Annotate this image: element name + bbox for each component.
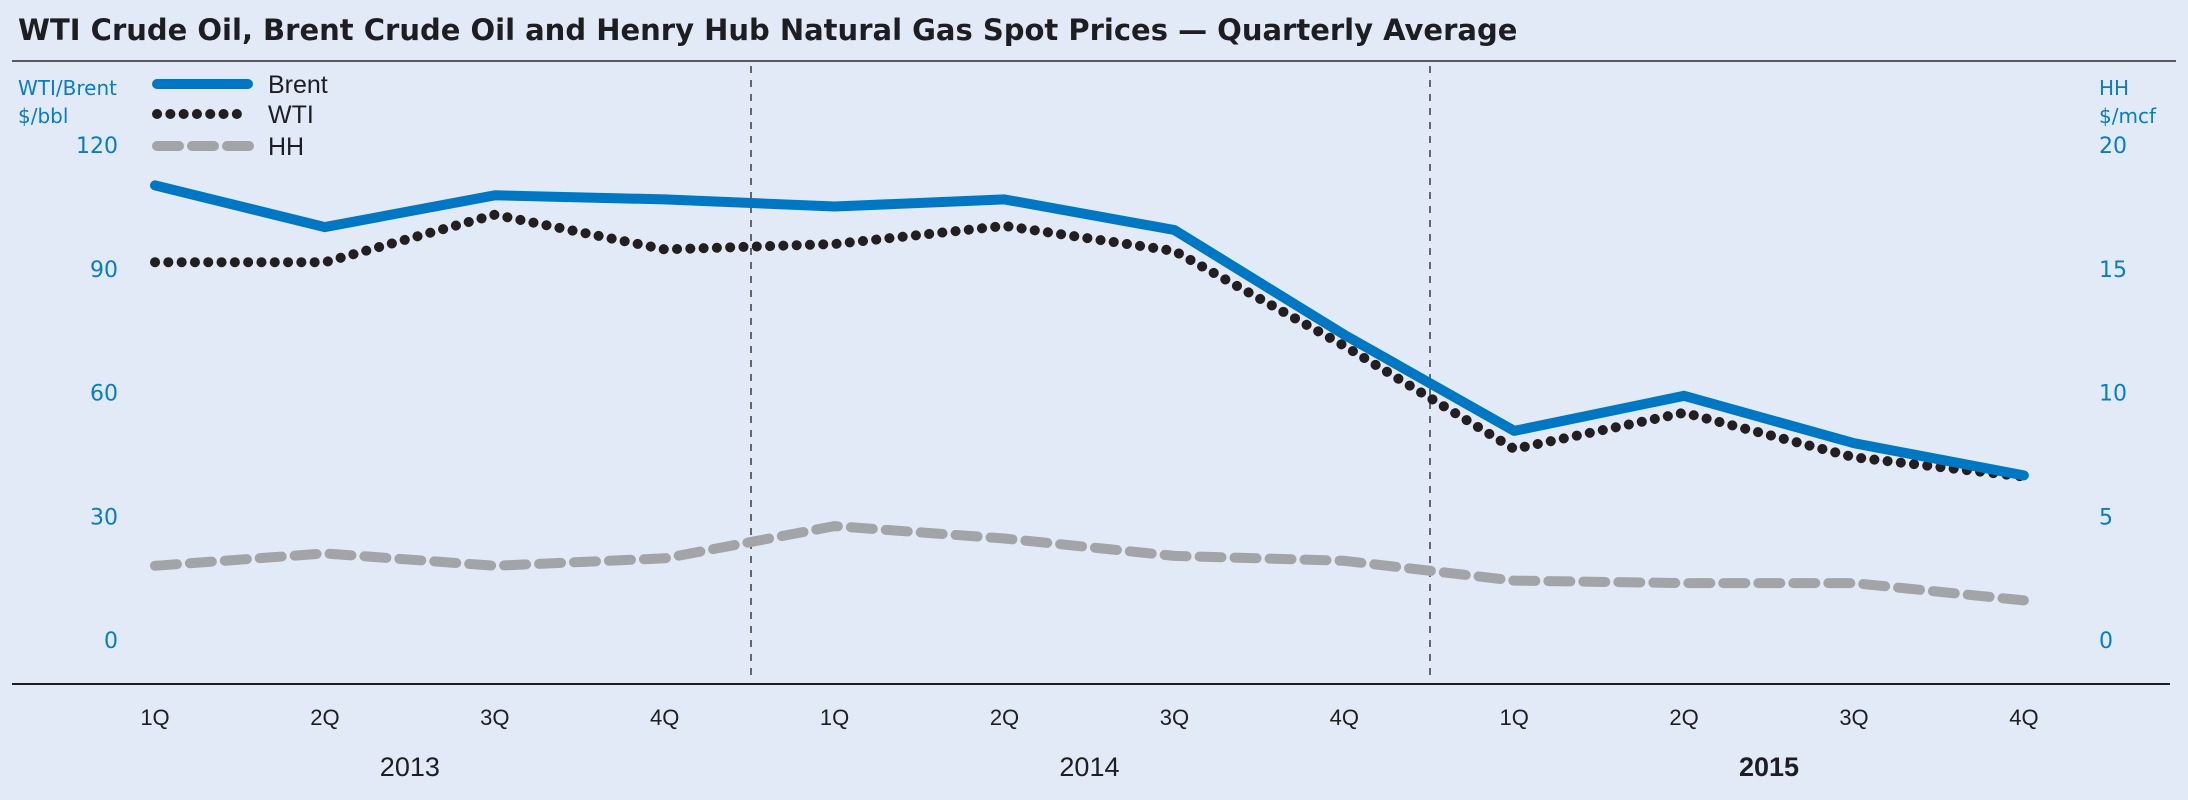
right-axis-ticks: 0 5 10 15 20 bbox=[2099, 134, 2127, 654]
series-line-wti bbox=[150, 209, 2029, 482]
x-tick-label: 1Q bbox=[1500, 705, 1529, 730]
right-tick-label: 10 bbox=[2099, 382, 2127, 407]
left-axis-ticks: 0 30 60 90 120 bbox=[76, 134, 118, 654]
legend: Brent WTI HH bbox=[152, 71, 328, 161]
series-layer bbox=[150, 180, 2029, 606]
x-tick-label: 4Q bbox=[650, 705, 679, 730]
right-axis-label-line1: HH bbox=[2099, 76, 2129, 100]
year-labels: 2013 2014 2015 bbox=[380, 752, 1799, 782]
right-tick-label: 15 bbox=[2099, 258, 2127, 283]
x-tick-label: 2Q bbox=[990, 705, 1019, 730]
x-tick-label: 3Q bbox=[480, 705, 509, 730]
x-tick-label: 4Q bbox=[2009, 705, 2038, 730]
year-label-2014: 2014 bbox=[1059, 752, 1119, 782]
left-tick-label: 90 bbox=[90, 258, 118, 283]
legend-label-hh: HH bbox=[268, 133, 304, 161]
x-axis-ticks: 1Q 2Q 3Q 4Q 1Q 2Q 3Q 4Q 1Q 2Q 3Q 4Q bbox=[140, 705, 2038, 730]
x-tick-label: 2Q bbox=[310, 705, 339, 730]
left-tick-label: 120 bbox=[76, 134, 118, 159]
right-axis-label-line2: $/mcf bbox=[2099, 104, 2157, 128]
year-label-2015: 2015 bbox=[1739, 752, 1799, 782]
x-tick-label: 4Q bbox=[1330, 705, 1359, 730]
x-tick-label: 1Q bbox=[140, 705, 169, 730]
right-tick-label: 20 bbox=[2099, 134, 2127, 159]
series-line-brent bbox=[150, 180, 2029, 481]
chart-title: WTI Crude Oil, Brent Crude Oil and Henry… bbox=[18, 13, 1517, 47]
legend-label-brent: Brent bbox=[268, 71, 328, 99]
year-label-2013: 2013 bbox=[380, 752, 440, 782]
series-line-hh bbox=[150, 521, 2029, 606]
left-tick-label: 0 bbox=[104, 629, 118, 654]
x-tick-label: 2Q bbox=[1669, 705, 1698, 730]
x-tick-label: 1Q bbox=[820, 705, 849, 730]
left-tick-label: 60 bbox=[90, 382, 118, 407]
x-tick-label: 3Q bbox=[1839, 705, 1868, 730]
left-axis-label-line1: WTI/Brent bbox=[18, 76, 117, 100]
right-tick-label: 0 bbox=[2099, 629, 2113, 654]
right-tick-label: 5 bbox=[2099, 505, 2113, 530]
legend-label-wti: WTI bbox=[268, 101, 314, 129]
left-tick-label: 30 bbox=[90, 505, 118, 530]
x-tick-label: 3Q bbox=[1160, 705, 1189, 730]
left-axis-label-line2: $/bbl bbox=[18, 104, 68, 128]
